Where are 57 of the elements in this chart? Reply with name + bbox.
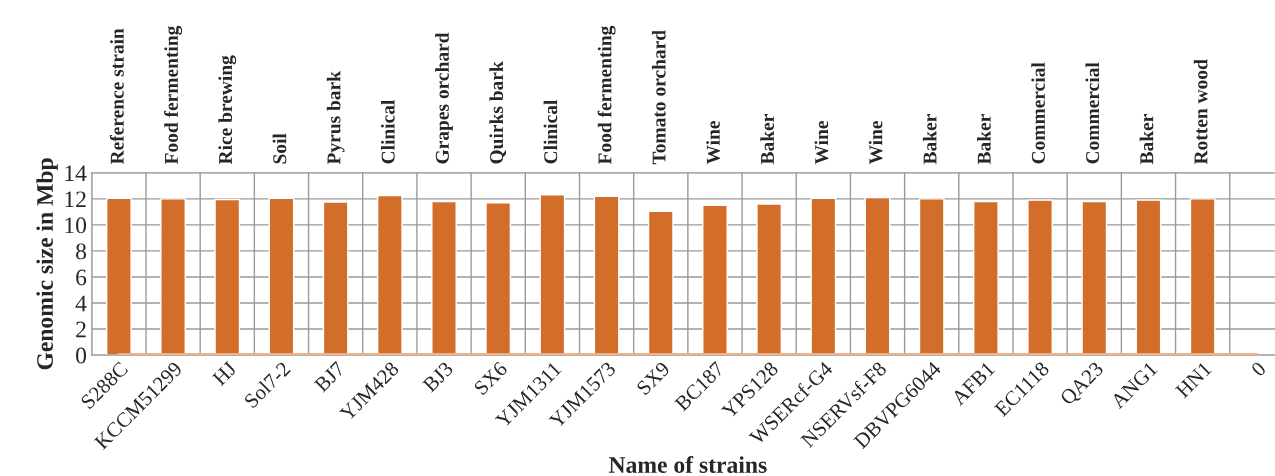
text: Wine [706,121,720,165]
x-tick-label: BJ3 [421,361,454,393]
y-tick-label: 14 [65,165,87,181]
y-tick-label: 6 [76,269,87,286]
bar [376,194,403,356]
bar [864,196,891,356]
bar [918,198,945,356]
text: Food fermenting [164,25,183,165]
text: Baker [1139,114,1154,165]
x-tick-label: BJ7 [313,360,346,393]
bar [593,195,620,356]
bar [160,198,186,356]
text: Baker [922,114,937,165]
text: Commercial [1031,62,1045,164]
bar [973,200,999,356]
y-tick-label: 0 [76,347,87,364]
bar [702,204,728,356]
bar [1027,199,1053,356]
bar [810,197,837,356]
bar [756,203,783,356]
bar [485,202,512,356]
x-tick-label: SX9 [636,361,671,396]
y-tick-label: 12 [65,191,86,208]
y-tick-label: 8 [76,243,87,260]
bar [1135,199,1162,356]
text: Wine [868,121,883,165]
bar [214,198,241,356]
bar [431,200,457,356]
text: Clinical [543,99,558,164]
bar [268,197,295,356]
text: Quirks bark [489,61,507,164]
text: Baker [760,114,775,165]
x-tick-label: 0 [1250,360,1267,378]
text: Baker [977,114,991,165]
bar [647,210,674,356]
bar [539,194,566,356]
bar [106,197,132,356]
bar [1189,198,1216,356]
text: Commercial [1085,62,1100,164]
y-tick-label: 2 [76,321,86,338]
text: Soil [272,133,287,164]
text: Rotten wood [1193,59,1208,165]
text: Rice brewing [218,55,237,165]
text: Pyrus bark [326,71,345,165]
y-axis-title: Genomic size in Mbp [36,158,58,370]
y-tick-label: 4 [75,295,87,312]
text: Wine [814,121,829,165]
y-tick-label: 10 [65,217,87,234]
x-tick-label: HJ [211,360,238,387]
text: Tomato orchard [651,30,666,165]
bar [1081,200,1108,356]
x-axis-title: Name of strains [608,456,767,473]
bar [322,201,349,356]
text: Food fermenting [597,25,616,165]
text: Clinical [381,99,395,164]
text: Reference strain [109,28,124,165]
text: Grapes orchard [435,32,453,164]
